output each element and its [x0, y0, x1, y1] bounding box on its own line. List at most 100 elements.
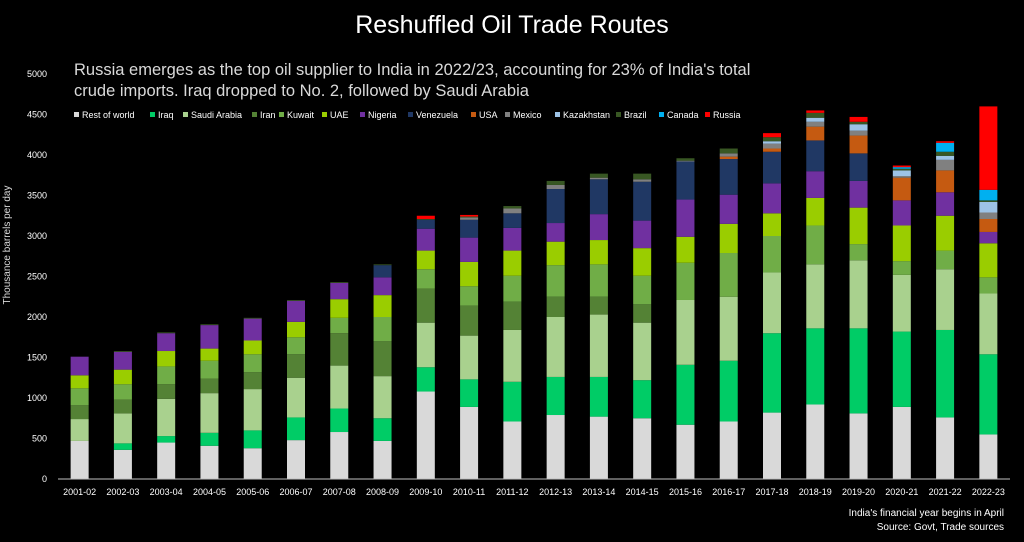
bar-segment-venezuela	[676, 161, 695, 200]
x-tick-label: 2007-08	[323, 487, 356, 497]
bar-segment-saudi-arabia	[892, 274, 911, 332]
x-tick-label: 2013-14	[582, 487, 615, 497]
bar-segment-russia	[763, 133, 781, 138]
legend-swatch	[360, 112, 365, 117]
legend-label: USA	[479, 110, 498, 120]
bar-segment-canada	[979, 189, 998, 201]
bar-segment-iraq	[503, 381, 522, 422]
x-tick-label: 2001-02	[63, 487, 96, 497]
bar-segment-rest-of-world	[806, 404, 825, 479]
bar-segment-mexico	[849, 130, 868, 136]
bar-segment-iraq	[806, 328, 825, 405]
bar-segment-nigeria	[503, 227, 522, 251]
legend-swatch	[705, 112, 710, 117]
bar-segment-usa	[892, 177, 911, 201]
bar-segment-rest-of-world	[849, 413, 868, 479]
y-tick-label: 2000	[27, 312, 47, 322]
bar-segment-mexico	[546, 184, 565, 190]
bar-segment-iran	[70, 405, 89, 420]
bar-segment-nigeria	[373, 277, 392, 296]
bar-segment-iraq	[633, 380, 652, 419]
bar-segment-nigeria	[676, 199, 695, 237]
bar-segment-saudi-arabia	[633, 322, 652, 381]
x-tick-label: 2008-09	[366, 487, 399, 497]
bar-segment-brazil	[503, 206, 522, 209]
bar-segment-uae	[806, 197, 825, 226]
bar-segment-uae	[70, 375, 89, 389]
bar-segment-iran	[330, 333, 349, 366]
bar-segment-usa	[763, 148, 781, 152]
bar-segment-venezuela	[763, 151, 781, 184]
legend-swatch	[322, 112, 327, 117]
legend-swatch	[183, 112, 188, 117]
bar-segment-iran	[460, 305, 479, 336]
bar-segment-nigeria	[589, 214, 608, 241]
bar-segment-iran	[200, 378, 219, 394]
bar-segment-usa	[719, 156, 738, 160]
bar-segment-uae	[849, 207, 868, 245]
x-tick-label: 2002-03	[106, 487, 139, 497]
bar-segment-nigeria	[763, 183, 781, 214]
bar-segment-venezuela	[460, 219, 479, 238]
x-tick-label: 2011-12	[496, 487, 528, 497]
bar-segment-kuwait	[287, 337, 305, 355]
bar-segment-kuwait	[503, 275, 522, 302]
y-tick-label: 1500	[27, 353, 47, 363]
bar-segment-iraq	[892, 331, 911, 407]
bar-segment-brazil	[763, 137, 781, 142]
legend-swatch	[616, 112, 621, 117]
bar-segment-kuwait	[373, 317, 392, 342]
bar-segment-brazil	[546, 180, 565, 185]
note-financial-year: India's financial year begins in April	[849, 508, 1004, 519]
bar-segment-iraq	[979, 354, 998, 435]
bar-segment-kuwait	[113, 384, 132, 400]
bar-segment-rest-of-world	[200, 445, 219, 479]
chart-subtitle-line-1: Russia emerges as the top oil supplier t…	[74, 61, 750, 79]
bar-segment-uae	[373, 295, 392, 317]
bar-segment-rest-of-world	[416, 391, 435, 479]
bar-segment-uae	[113, 369, 132, 385]
bar-segment-rest-of-world	[936, 417, 955, 479]
bar-segment-rest-of-world	[633, 418, 652, 479]
bar-segment-uae	[589, 240, 608, 265]
x-tick-label: 2015-16	[669, 487, 702, 497]
bar-segment-nigeria	[719, 194, 738, 224]
bar-segment-kazakhstan	[806, 117, 825, 122]
bar-segment-mexico	[763, 143, 781, 149]
bar-segment-kuwait	[979, 277, 998, 294]
x-tick-label: 2016-17	[712, 487, 745, 497]
bar-segment-iraq	[157, 436, 176, 443]
bar-segment-uae	[633, 248, 652, 276]
legend-label: Kuwait	[287, 110, 315, 120]
x-tick-label: 2009-10	[409, 487, 442, 497]
bar-segment-rest-of-world	[979, 434, 998, 479]
bar-segment-uae	[243, 340, 262, 355]
bar-segment-iraq	[936, 329, 955, 418]
bar-segment-brazil	[979, 200, 998, 202]
bar-segment-kuwait	[589, 264, 608, 297]
bar-segment-mexico	[460, 217, 479, 220]
bar-segment-nigeria	[546, 223, 565, 242]
x-tick-label: 2019-20	[842, 487, 875, 497]
legend-swatch	[252, 112, 257, 117]
bar-segment-russia	[416, 215, 435, 219]
bar-segment-kuwait	[849, 244, 868, 261]
y-tick-label: 5000	[27, 69, 47, 79]
bar-segment-brazil	[806, 112, 825, 118]
bar-segment-uae	[676, 236, 695, 263]
bar-segment-canada	[892, 167, 911, 169]
bar-segment-kazakhstan	[763, 141, 781, 144]
x-tick-label: 2021-22	[929, 487, 962, 497]
bar-segment-rest-of-world	[503, 421, 522, 479]
bar-segment-rest-of-world	[70, 440, 89, 479]
bar-segment-saudi-arabia	[589, 314, 608, 377]
bar-segment-iran	[373, 341, 392, 377]
bar-segment-saudi-arabia	[330, 365, 349, 409]
bar-segment-kazakhstan	[979, 201, 998, 213]
bar-segment-saudi-arabia	[936, 269, 955, 330]
bar-segment-rest-of-world	[460, 406, 479, 479]
bar-segment-iraq	[416, 367, 435, 392]
legend-label: UAE	[330, 110, 349, 120]
x-tick-label: 2020-21	[885, 487, 918, 497]
bar-segment-rest-of-world	[719, 421, 738, 479]
